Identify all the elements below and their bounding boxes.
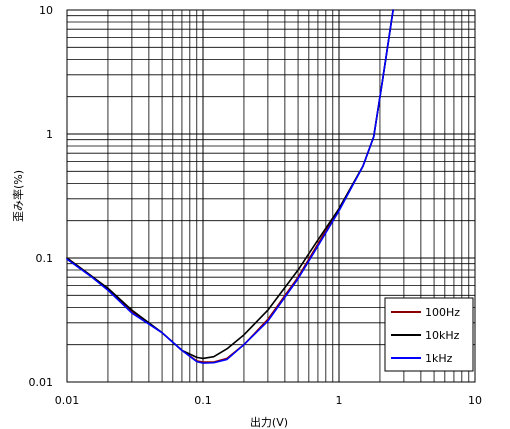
x-tick-label: 0.1: [194, 394, 212, 407]
plot-area-frame: [66, 9, 476, 383]
series-lines: [66, 9, 394, 364]
y-tick-label: 0.1: [36, 252, 54, 265]
y-axis-label: 歪み率(%): [11, 170, 25, 222]
x-tick-label: 1: [336, 394, 343, 407]
x-axis-label: 出力(V): [250, 415, 288, 429]
x-tick-label: 0.01: [55, 394, 80, 407]
legend-label-100hz: 100Hz: [425, 306, 460, 319]
y-tick-labels: 0.01 0.1 1 10: [29, 4, 54, 389]
y-tick-label: 0.01: [29, 376, 54, 389]
legend-label-1khz: 1kHz: [425, 352, 453, 365]
x-tick-label: 10: [468, 394, 482, 407]
legend-label-10khz: 10kHz: [425, 329, 460, 342]
series-line-1khz: [66, 9, 394, 364]
x-tick-labels: 0.01 0.1 1 10: [55, 394, 482, 407]
legend: 100Hz 10kHz 1kHz: [384, 297, 474, 372]
y-tick-label: 1: [46, 128, 53, 141]
y-tick-label: 10: [39, 4, 53, 17]
